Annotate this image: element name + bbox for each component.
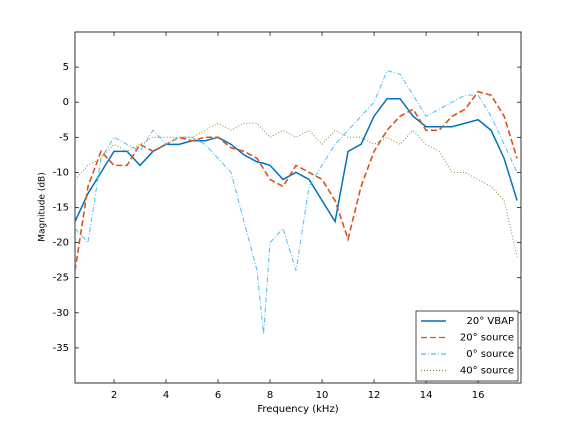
plot-lines bbox=[75, 70, 518, 334]
line-series bbox=[75, 70, 518, 334]
y-tick-label: -35 bbox=[53, 343, 69, 354]
y-tick-label: -25 bbox=[53, 273, 69, 284]
x-tick-label: 16 bbox=[472, 390, 485, 401]
y-tick-label: 5 bbox=[63, 62, 69, 73]
legend-label: 20° source bbox=[460, 333, 514, 344]
y-axis-label: Magnitude (dB) bbox=[38, 172, 48, 241]
x-tick-label: 2 bbox=[111, 390, 117, 401]
x-tick-label: 6 bbox=[215, 390, 221, 401]
y-tick-label: -10 bbox=[53, 167, 69, 178]
y-tick-label: -30 bbox=[53, 308, 69, 319]
legend-label: 40° source bbox=[460, 366, 514, 377]
legend-box bbox=[415, 310, 519, 382]
line-series bbox=[75, 90, 518, 271]
x-tick-label: 12 bbox=[368, 390, 381, 401]
x-tick-label: 14 bbox=[420, 390, 433, 401]
y-tick-label: -5 bbox=[59, 132, 69, 143]
legend-label: 20° VBAP bbox=[467, 316, 514, 327]
y-tick-label: -15 bbox=[53, 203, 69, 214]
y-tick-label: -20 bbox=[53, 238, 69, 249]
x-tick-label: 10 bbox=[316, 390, 329, 401]
y-tick-label: 0 bbox=[63, 97, 69, 108]
x-tick-label: 8 bbox=[267, 390, 273, 401]
legend-label: 0° source bbox=[466, 349, 514, 360]
line-series bbox=[75, 122, 518, 257]
x-axis-label: Frequency (kHz) bbox=[257, 404, 338, 415]
x-tick-label: 4 bbox=[163, 390, 169, 401]
